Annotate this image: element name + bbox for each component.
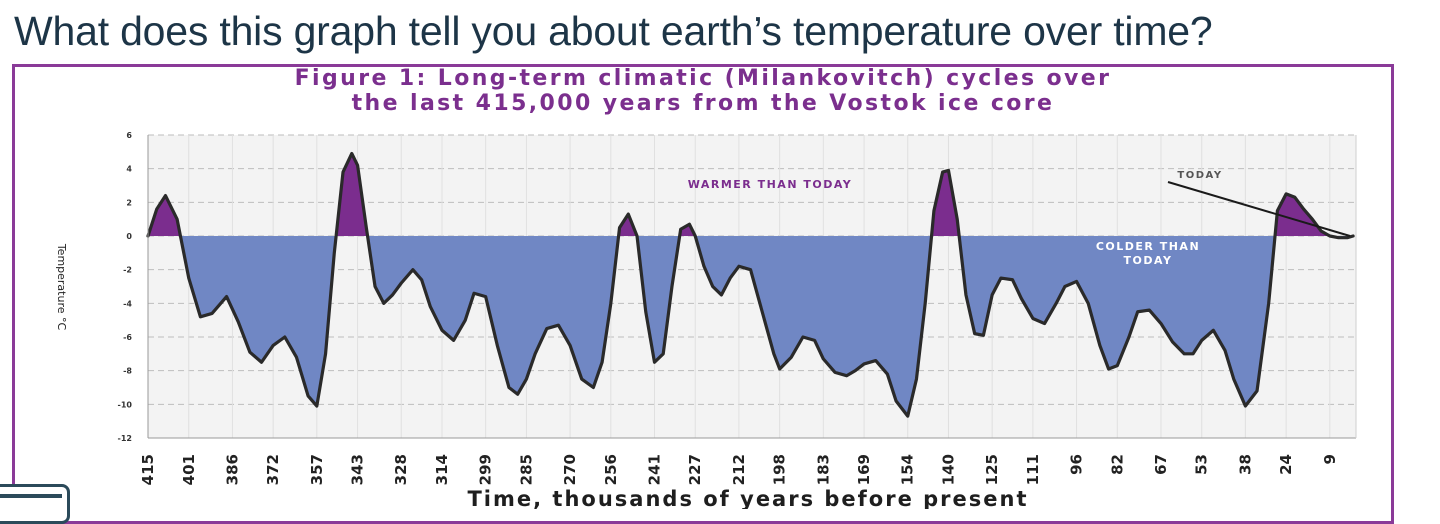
y-tick-label: 6 (126, 131, 132, 140)
x-tick-label: 169 (855, 454, 873, 485)
annotation-today: TODAY (1177, 170, 1222, 181)
annotation-warmer: WARMER THAN TODAY (688, 178, 853, 191)
x-tick-label: 38 (1236, 454, 1254, 475)
x-tick-label: 343 (349, 454, 367, 485)
x-tick-label: 357 (308, 454, 326, 485)
y-tick-label: 0 (126, 232, 132, 241)
x-tick-label: 67 (1152, 454, 1170, 475)
y-tick-label: -10 (118, 400, 133, 409)
annotation-colder: COLDER THAN TODAY (1096, 240, 1200, 267)
y-tick-labels: 6 4 2 0 -2 -4 -6 -8 -10 -12 (118, 131, 133, 443)
question-heading: What does this graph tell you about eart… (14, 8, 1213, 54)
warm-area-4 (618, 214, 638, 236)
x-tick-label: 241 (645, 454, 663, 485)
x-tick-label: 183 (814, 454, 832, 485)
area-layer (146, 151, 1355, 418)
cold-area-3 (367, 236, 619, 395)
x-tick-labels: 415 401 386 372 357 343 328 314 299 285 270 256 241 2… (139, 454, 1339, 485)
x-tick-label: 372 (264, 454, 282, 485)
cold-area-9 (959, 236, 1276, 407)
temperature-series-line (146, 151, 1355, 418)
x-tick-label: 125 (983, 454, 1001, 485)
warm-area-0 (148, 195, 181, 236)
y-tick-label: -12 (118, 434, 132, 443)
y-axis-label: Temperature °C (55, 243, 68, 331)
y-tick-label: 2 (126, 198, 132, 207)
x-tick-label: 154 (899, 454, 917, 485)
x-tick-label: 256 (602, 454, 620, 485)
x-tick-label: 9 (1321, 454, 1339, 464)
slide-corner-widget (0, 484, 70, 524)
x-tick-label: 24 (1277, 454, 1295, 475)
x-tick-label: 227 (686, 454, 704, 485)
y-tick-label: -4 (123, 299, 132, 308)
annotation-colder-line1: COLDER THAN (1096, 240, 1200, 253)
cold-area-1 (180, 236, 337, 407)
today-pointer-line (1167, 181, 1351, 237)
x-tick-label: 212 (730, 454, 748, 485)
chart-title-line2: the last 415,000 years from the Vostok i… (351, 91, 1055, 116)
chart-svg: 6 4 2 0 -2 -4 -6 -8 -10 -12 415 401 386 372 357 343 328… (55, 131, 1357, 509)
warm-area-8 (931, 170, 960, 236)
x-tick-label: 386 (223, 454, 241, 485)
chart-title-line1: Figure 1: Long-term climatic (Milankovit… (294, 66, 1112, 91)
slide-corner-line (0, 494, 62, 498)
axes (147, 135, 1357, 439)
y-tick-label: -2 (123, 266, 132, 275)
x-tick-label: 111 (1024, 454, 1042, 485)
x-tick-label: 82 (1108, 454, 1126, 475)
x-tick-label: 328 (392, 454, 410, 485)
annotation-colder-line2: TODAY (1124, 254, 1173, 267)
cold-area-5 (637, 236, 680, 363)
x-tick-label: 401 (180, 454, 198, 485)
y-tick-label: 4 (126, 165, 132, 174)
x-tick-label: 415 (139, 454, 157, 485)
x-tick-label: 140 (939, 454, 957, 485)
x-tick-label: 270 (561, 454, 579, 485)
x-tick-label: 53 (1193, 454, 1211, 475)
x-tick-label: 285 (517, 454, 535, 485)
x-axis-label: Time, thousands of years before present (467, 487, 1028, 509)
y-tick-label: -6 (123, 333, 132, 342)
x-tick-label: 299 (477, 454, 495, 485)
y-tick-label: -8 (123, 367, 132, 376)
chart-title: Figure 1: Long-term climatic (Milankovit… (12, 66, 1394, 116)
warm-area-6 (679, 224, 696, 236)
x-tick-label: 198 (771, 454, 789, 485)
x-tick-label: 96 (1068, 454, 1086, 475)
x-tick-label: 314 (433, 454, 451, 485)
